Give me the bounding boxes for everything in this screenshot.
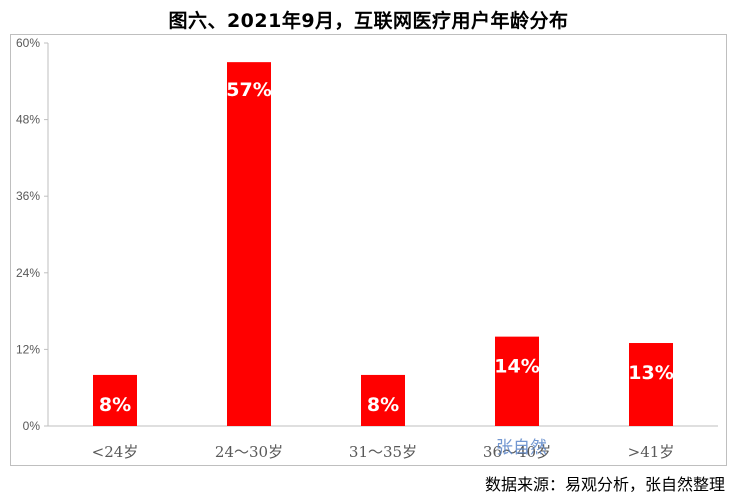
chart-title: 图六、2021年9月，互联网医疗用户年龄分布	[168, 10, 569, 32]
bar	[495, 336, 539, 426]
bar-data-label: 8%	[99, 394, 131, 416]
x-category-label: 36～40岁	[483, 443, 551, 461]
bar-data-label: 8%	[367, 394, 399, 416]
y-tick-label: 24%	[16, 266, 40, 280]
x-category-label: 31～35岁	[349, 443, 417, 461]
x-category-label: <24岁	[92, 443, 139, 461]
x-category-label: >41岁	[628, 443, 675, 461]
y-tick-label: 60%	[16, 36, 40, 50]
bar-data-label: 14%	[494, 356, 539, 378]
bar	[629, 343, 673, 426]
chart-frame	[10, 34, 727, 466]
y-tick-label: 12%	[16, 342, 40, 356]
y-tick-label: 36%	[16, 189, 40, 203]
bar	[227, 62, 271, 427]
bar	[361, 374, 405, 426]
bar	[93, 374, 137, 426]
watermark-text: 张自然	[496, 438, 547, 458]
y-tick-label: 48%	[16, 113, 40, 127]
bar-data-label: 13%	[628, 362, 673, 384]
y-tick-label: 0%	[23, 419, 41, 433]
x-category-label: 24～30岁	[215, 443, 283, 461]
source-note: 数据来源：易观分析，张自然整理	[484, 475, 725, 494]
bar-data-label: 57%	[226, 79, 271, 101]
